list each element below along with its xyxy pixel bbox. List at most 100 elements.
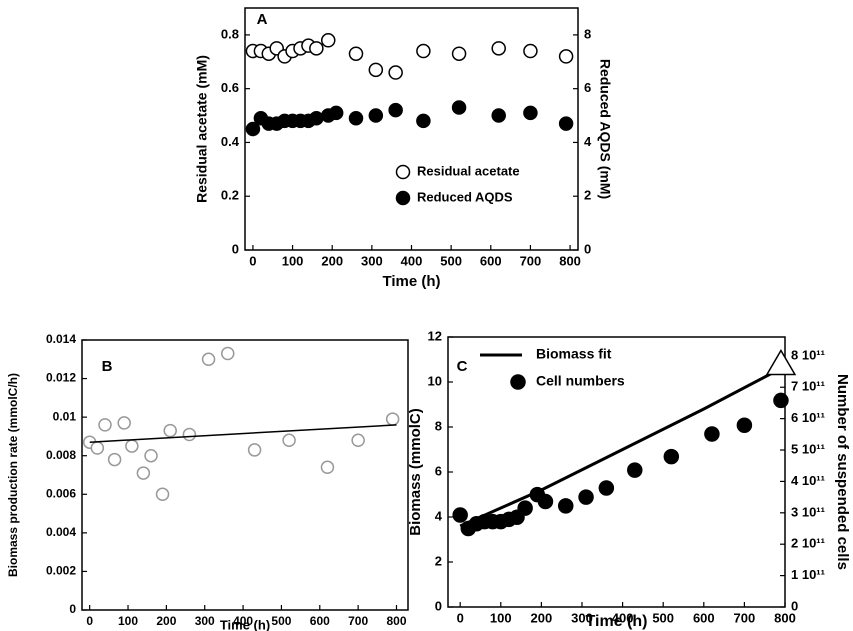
y2-tick-label: 6 [584,80,591,95]
x-tick-label: 100 [282,253,304,268]
legend-label: Biomass fit [536,346,612,362]
data-point [517,500,533,516]
panel-label: B [102,358,113,375]
data-point [136,466,151,480]
x-tick-label: 0 [249,253,256,268]
x-tick-label: 200 [156,614,176,628]
x-tick-label: 100 [118,614,138,628]
data-point [155,487,170,502]
x-axis-label: Time (h) [382,273,440,290]
data-point [98,418,112,432]
y-tick-label: 0.002 [46,564,76,578]
data-point [245,121,261,137]
data-point [385,412,400,426]
x-tick-label: 600 [310,614,330,628]
data-point [321,33,336,48]
data-point [309,41,324,56]
data-point [348,110,364,126]
x-tick-label: 0 [457,610,464,625]
y-tick-label: 0.4 [221,134,240,149]
data-point [282,433,296,448]
data-point [368,62,384,78]
data-point [704,426,720,442]
x-tick-label: 600 [693,610,715,625]
data-point [320,460,335,475]
y2-tick-label: 0 [791,598,798,613]
data-point [388,102,403,118]
y2-tick-label: 7 10¹¹ [791,379,825,394]
data-point [351,433,365,448]
fit-line [459,367,782,528]
data-point [182,427,197,442]
x-tick-label: 400 [401,253,423,268]
data-point [451,100,467,115]
y-tick-label: 0.008 [46,448,76,462]
y-tick-label: 0 [69,602,76,616]
y-tick-label: 2 [435,553,442,568]
data-point [451,46,467,61]
data-point [247,443,262,457]
x-axis-label: Time (h) [220,617,270,631]
y2-tick-label: 2 10¹¹ [791,536,825,551]
data-point [558,116,574,131]
x-tick-label: 300 [195,614,215,628]
data-point [452,507,468,523]
y2-tick-label: 4 [584,134,592,149]
x-tick-label: 200 [531,610,553,625]
data-point [388,65,403,80]
y2-tick-label: 0 [584,241,591,256]
data-point [523,105,538,121]
data-point [558,49,574,64]
data-point [537,493,554,510]
y-tick-label: 0.012 [46,371,76,385]
data-point [773,392,789,409]
data-point [348,46,364,61]
y-tick-label: 0.014 [46,332,76,346]
plot-frame [81,339,409,611]
data-point [107,452,122,467]
data-point [328,105,344,121]
x-tick-label: 400 [233,614,253,628]
data-point [163,423,177,438]
legend-swatch [395,164,411,180]
legend-label: Residual acetate [417,163,520,178]
x-tick-label: 400 [612,610,634,625]
data-point [201,352,216,367]
x-tick-label: 300 [361,253,383,268]
y-tick-label: 10 [428,373,442,388]
x-tick-label: 500 [652,610,674,625]
y-tick-label: 0.8 [221,26,239,41]
y2-tick-label: 5 10¹¹ [791,441,825,456]
data-point [578,489,594,505]
x-tick-label: 500 [440,253,462,268]
x-tick-label: 100 [490,610,512,625]
x-tick-label: 500 [271,614,291,628]
y-tick-label: 0.004 [46,525,76,539]
data-point [416,43,431,59]
data-point [220,346,235,361]
y-tick-label: 4 [435,508,443,523]
y2-tick-label: 2 [584,188,591,203]
y-tick-label: 0.01 [53,409,77,423]
data-point [736,417,753,433]
x-tick-label: 0 [86,614,93,628]
data-point [663,448,680,465]
data-point [598,480,615,496]
x-tick-label: 700 [734,610,756,625]
x-tick-label: 200 [321,253,343,268]
x-tick-label: 800 [774,610,796,625]
data-point [368,108,384,123]
y-axis-label: Biomass production rate (mmolC/h) [6,373,20,577]
y2-tick-label: 6 10¹¹ [791,410,825,425]
y2-tick-label: 3 10¹¹ [791,504,825,519]
fit-line [89,424,397,443]
y-tick-label: 6 [435,463,442,478]
y2-tick-label: 1 10¹¹ [791,567,825,582]
data-point [144,448,158,463]
data-point [117,416,131,430]
data-point [309,110,324,126]
data-point [557,498,574,514]
y-tick-label: 12 [428,328,442,343]
y-axis-label: Biomass (mmolC) [407,408,424,536]
